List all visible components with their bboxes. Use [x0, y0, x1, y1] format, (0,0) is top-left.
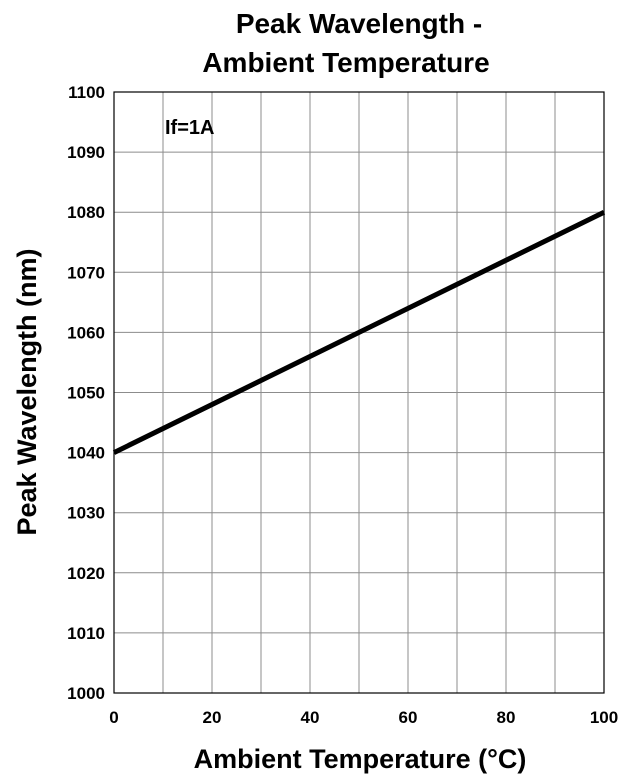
y-tick-label: 1100: [68, 83, 105, 102]
gridlines: [114, 92, 604, 693]
series-line-1: [112, 209, 606, 455]
y-tick-label: 1070: [67, 263, 105, 282]
y-tick-label: 1040: [67, 444, 105, 463]
x-tick-label: 80: [497, 708, 516, 727]
x-tick-label: 0: [109, 708, 118, 727]
plot-frame: [113, 91, 605, 694]
x-tick-labels: 0 20 40 60 80 100: [109, 708, 618, 727]
x-tick-label: 40: [301, 708, 320, 727]
y-tick-labels: 1000 1010 1020 1030 1040 1050 1060 1070 1080 1090…: [67, 83, 105, 703]
y-tick-label: 1060: [67, 323, 105, 342]
y-tick-label: 1080: [67, 203, 105, 222]
y-tick-label: 1020: [67, 564, 105, 583]
y-tick-label: 1030: [67, 504, 105, 523]
y-tick-label: 1050: [67, 384, 105, 403]
series-layer: [112, 209, 606, 455]
x-tick-label: 100: [590, 708, 618, 727]
y-axis-title: Peak Wavelength (nm): [12, 248, 42, 535]
chart-title-line-2: Ambient Temperature: [202, 47, 489, 78]
chart-title-line-1: Peak Wavelength -: [236, 8, 482, 39]
x-axis-title: Ambient Temperature (°C): [194, 744, 527, 774]
y-tick-label: 1010: [67, 624, 105, 643]
annotation-if: If=1A: [165, 117, 214, 139]
y-tick-label: 1000: [67, 684, 105, 703]
x-tick-label: 20: [203, 708, 222, 727]
y-tick-label: 1090: [67, 143, 105, 162]
x-tick-label: 60: [399, 708, 418, 727]
